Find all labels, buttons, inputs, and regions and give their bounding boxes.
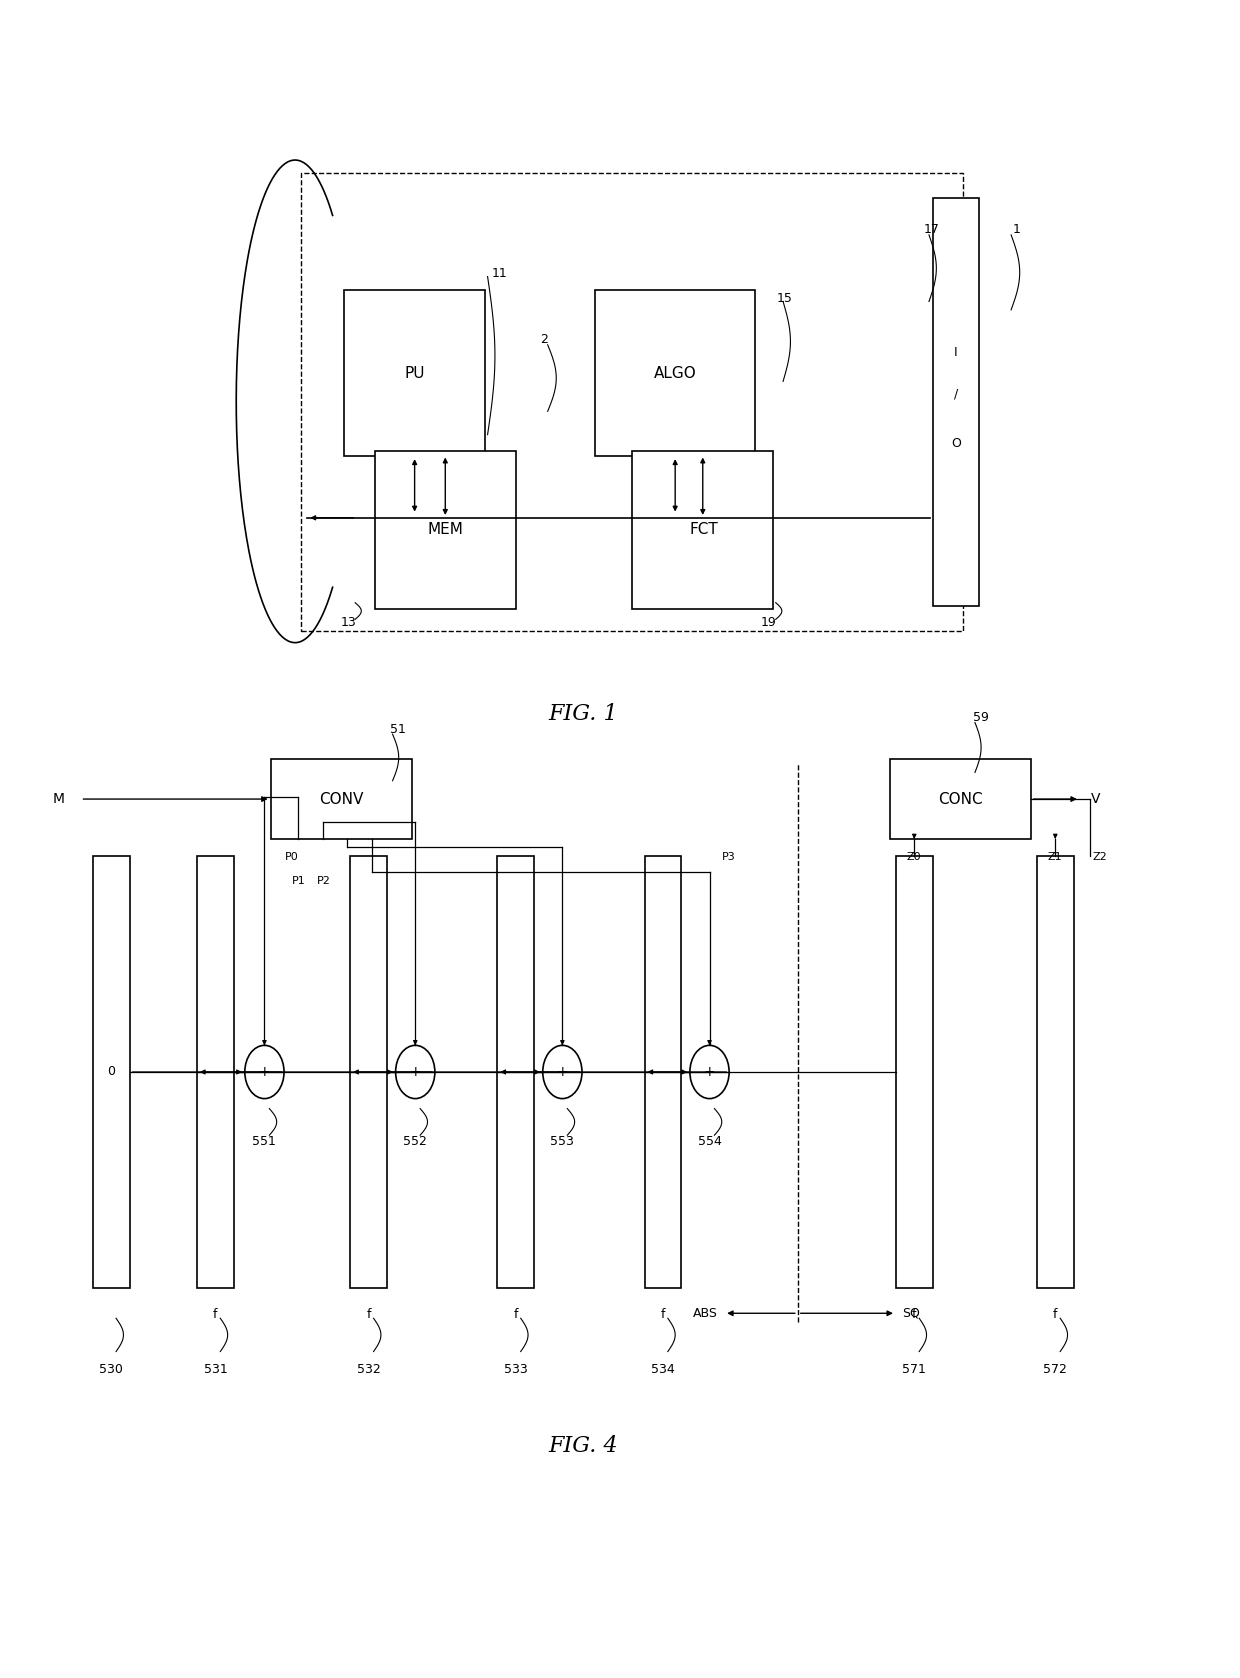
Text: SQ: SQ — [901, 1307, 920, 1321]
Bar — [301, 173, 963, 631]
Text: 534: 534 — [651, 1363, 675, 1376]
Text: 553: 553 — [551, 1136, 574, 1148]
Text: 0: 0 — [107, 1066, 115, 1079]
Text: V: V — [1091, 792, 1100, 805]
Bar — [895, 856, 932, 1289]
Text: 19: 19 — [761, 616, 776, 629]
Text: M: M — [52, 792, 64, 805]
Text: 531: 531 — [203, 1363, 227, 1376]
Text: 571: 571 — [903, 1363, 926, 1376]
Text: FIG. 1: FIG. 1 — [548, 703, 618, 725]
Text: f: f — [661, 1309, 665, 1321]
Text: 532: 532 — [357, 1363, 381, 1376]
Bar — [890, 758, 1030, 839]
Text: I: I — [954, 346, 957, 359]
Bar — [270, 758, 412, 839]
Text: Z2: Z2 — [1092, 852, 1107, 862]
Text: f: f — [213, 1309, 218, 1321]
Text: f: f — [366, 1309, 371, 1321]
Bar — [374, 451, 516, 609]
Bar — [345, 290, 485, 456]
Text: 554: 554 — [698, 1136, 722, 1148]
Text: ALGO: ALGO — [653, 366, 697, 381]
Text: /: / — [954, 388, 959, 401]
Text: f: f — [513, 1309, 518, 1321]
Text: MEM: MEM — [428, 522, 464, 537]
Text: 11: 11 — [491, 267, 507, 280]
Text: +: + — [703, 1066, 715, 1079]
Text: P0: P0 — [285, 852, 299, 862]
Text: 551: 551 — [253, 1136, 277, 1148]
Text: 530: 530 — [99, 1363, 123, 1376]
Bar — [595, 290, 755, 456]
Bar — [1037, 856, 1074, 1289]
Text: CONV: CONV — [319, 792, 363, 807]
Text: FCT: FCT — [689, 522, 718, 537]
Text: Z1: Z1 — [1048, 852, 1063, 862]
Text: O: O — [951, 438, 961, 450]
Text: 2: 2 — [541, 334, 548, 346]
Text: P2: P2 — [316, 876, 330, 886]
Text: P1: P1 — [291, 876, 306, 886]
Text: 552: 552 — [403, 1136, 427, 1148]
Bar — [632, 451, 774, 609]
Bar — [197, 856, 234, 1289]
Text: 51: 51 — [391, 723, 405, 735]
Text: PU: PU — [405, 366, 425, 381]
Bar — [497, 856, 534, 1289]
Bar — [932, 198, 980, 606]
Text: 13: 13 — [341, 616, 356, 629]
Text: f: f — [911, 1309, 916, 1321]
Text: 572: 572 — [1043, 1363, 1068, 1376]
Text: 17: 17 — [924, 223, 940, 237]
Text: Z0: Z0 — [906, 852, 921, 862]
Text: f: f — [1053, 1309, 1058, 1321]
Text: 15: 15 — [777, 292, 792, 305]
Text: 1: 1 — [1012, 223, 1021, 237]
Text: +: + — [259, 1066, 270, 1079]
Text: 59: 59 — [972, 711, 988, 723]
Text: CONC: CONC — [937, 792, 982, 807]
Text: +: + — [409, 1066, 422, 1079]
Text: +: + — [557, 1066, 568, 1079]
Bar — [645, 856, 681, 1289]
Text: FIG. 4: FIG. 4 — [548, 1435, 618, 1458]
Text: P3: P3 — [722, 852, 735, 862]
Text: ABS: ABS — [693, 1307, 718, 1321]
Text: 533: 533 — [503, 1363, 528, 1376]
Bar — [350, 856, 387, 1289]
Bar — [93, 856, 129, 1289]
